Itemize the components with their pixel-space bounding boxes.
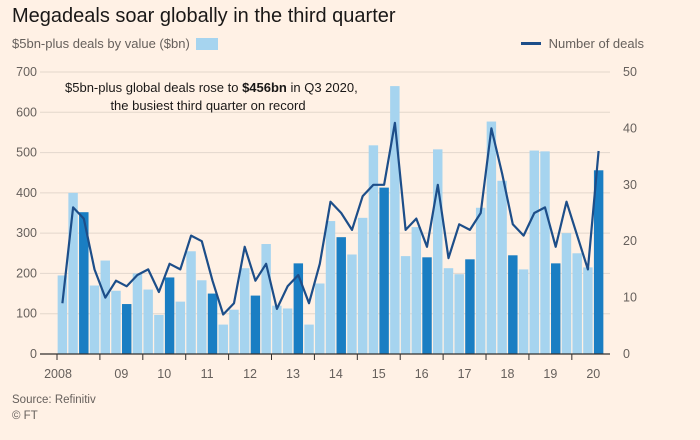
bar [583,267,593,354]
y-left-tick-label: 0 [30,347,37,361]
bar [132,273,143,354]
bar [121,304,132,354]
bar [197,280,207,354]
bar [89,285,100,354]
bar [175,301,186,354]
bar [572,253,582,354]
bar [261,244,271,354]
x-tick-label: 14 [329,367,343,381]
bar [250,295,261,354]
bar [508,255,518,354]
line-layer [61,121,600,316]
x-tick-label: 10 [157,367,171,381]
bar [68,192,78,354]
x-tick-label: 11 [201,367,214,381]
bar [336,237,346,354]
y-left-tick-label: 700 [16,65,37,79]
x-tick-label: 12 [243,367,257,381]
bar [143,289,153,354]
bar [551,263,561,354]
y-right-tick-label: 40 [623,121,637,135]
bar [347,254,357,354]
bar [111,290,121,354]
bar [379,187,389,354]
bar [239,268,250,354]
legend-bars: $5bn-plus deals by value ($bn) [12,36,218,51]
x-tick-label: 19 [543,367,557,381]
y-left-tick-label: 200 [16,266,37,280]
bar [357,217,368,354]
bar [390,86,400,354]
legend-bars-swatch [195,37,218,50]
bar [79,212,89,354]
bar [465,259,475,354]
bar [325,221,336,354]
y-left-tick-label: 400 [16,186,37,200]
x-tick-label: 2008 [44,367,72,381]
bar [540,151,550,354]
bar [433,149,443,354]
bars-layer [57,86,604,355]
bar [100,260,110,354]
bar [529,150,540,354]
bar [304,324,314,354]
bar [518,269,529,354]
bar [57,275,68,354]
bar [218,324,228,354]
legend-line-label: Number of deals [548,36,644,51]
x-tick-label: 17 [458,367,472,381]
bar [486,121,497,355]
bar [154,314,164,354]
y-right-tick-label: 20 [623,234,637,248]
source-note: Source: Refinitiv [12,394,96,406]
bar [293,263,304,354]
bar [282,308,293,354]
bar [400,256,411,354]
x-tick-label: 20 [586,367,600,381]
legend-bars-label: $5bn-plus deals by value ($bn) [12,36,190,51]
y-left-tick-label: 300 [16,226,37,240]
x-tick-label: 09 [114,367,128,381]
bar [164,277,175,354]
y-right-tick-label: 0 [623,347,630,361]
y-left-tick-label: 600 [16,105,37,119]
bar [207,293,218,354]
deals-count-line [61,121,600,316]
annotation-line-2: the busiest third quarter on record [110,98,305,113]
bar [497,180,507,354]
bar [561,233,572,354]
chart-title: Megadeals soar globally in the third qua… [12,5,396,27]
y-left-tick-label: 100 [16,307,37,321]
bar [186,251,196,354]
annotation-line-1: $5bn-plus global deals rose to $456bn in… [65,80,358,95]
bar [443,268,454,354]
y-right-tick-label: 10 [623,291,637,305]
legend-line-swatch [520,42,541,45]
bar [229,309,239,354]
bar [422,257,432,354]
bar [411,227,422,354]
axis-layer: 0 100 200 300 400 500 600 700 0 10 20 30 40 50 2008 09 1… [16,65,637,381]
x-tick-label: 13 [286,367,300,381]
footer: Source: Refinitiv © FT [12,392,96,424]
y-right-tick-label: 50 [623,65,637,79]
y-right-tick-label: 30 [623,178,637,192]
y-left-tick-label: 500 [16,146,37,160]
grid-lines [40,71,610,315]
x-tick-label: 18 [501,367,515,381]
legend-line: Number of deals [520,36,644,51]
bar [593,170,604,354]
bar [475,207,486,354]
bar [315,283,325,354]
x-tick-label: 15 [372,367,386,381]
bar [272,305,282,354]
credit-note: © FT [12,410,38,422]
bar [368,145,379,354]
x-tick-label: 16 [415,367,429,381]
bar [454,274,464,354]
